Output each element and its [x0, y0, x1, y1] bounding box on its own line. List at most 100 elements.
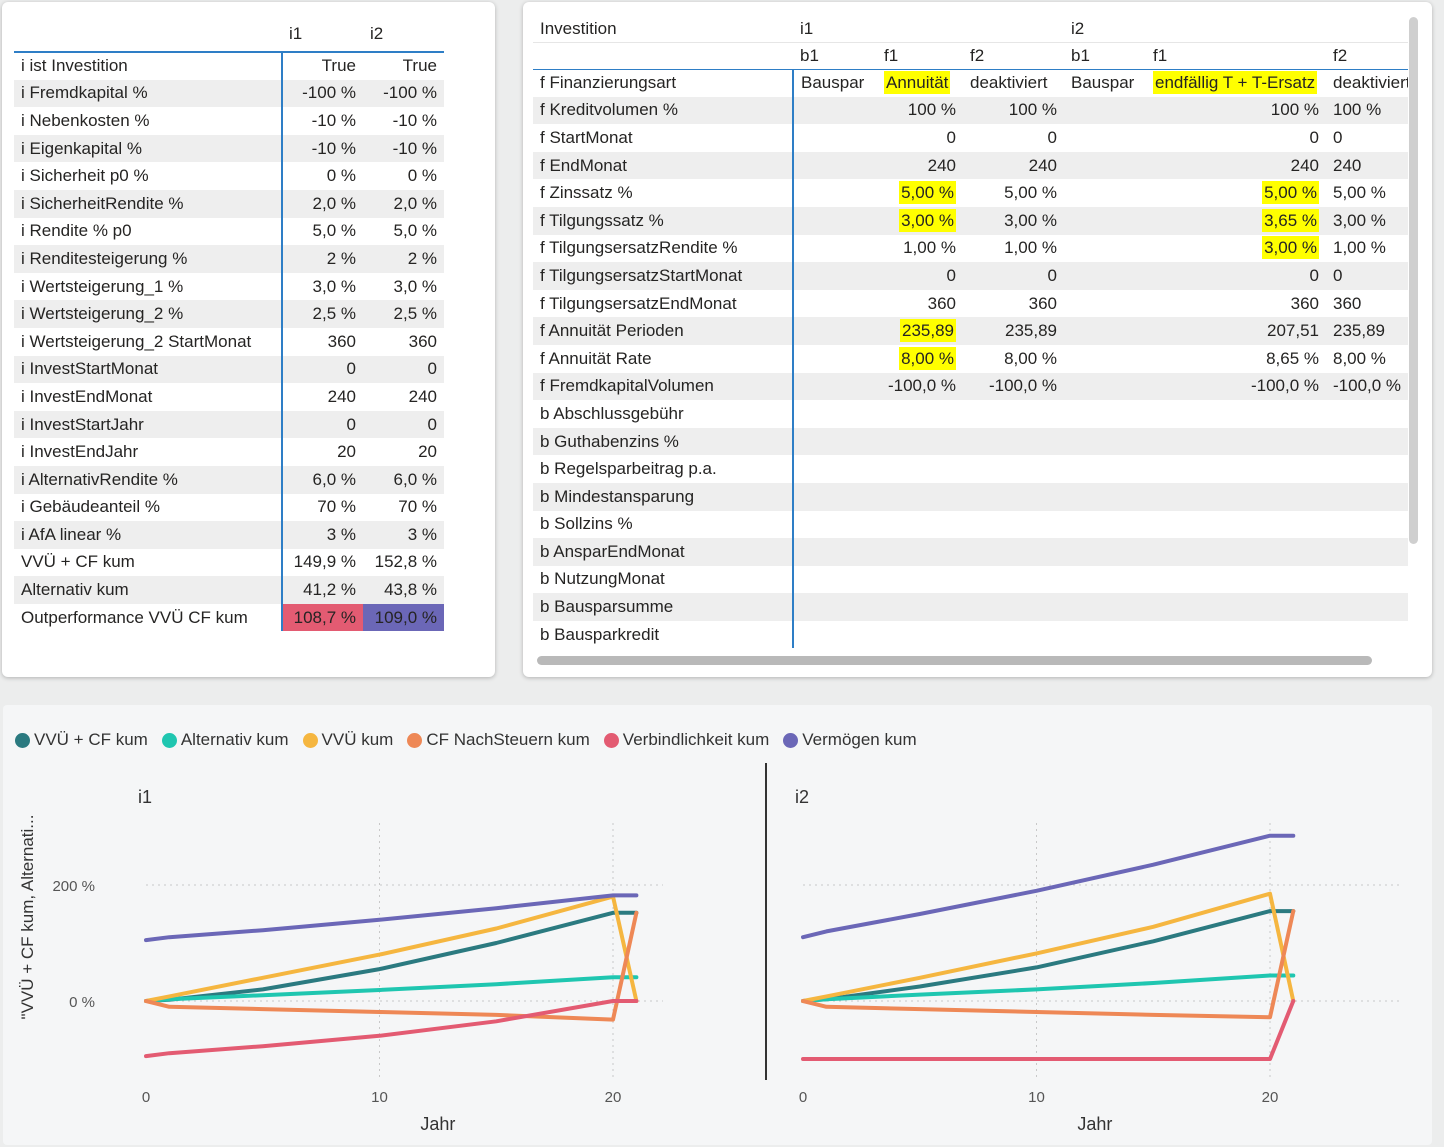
cell-i2: 3,0 %: [393, 276, 437, 296]
matrix-cell: 5,00 %: [1004, 183, 1057, 203]
matrix-cell: -100,0 %: [877, 372, 963, 401]
matrix-cell: [877, 482, 963, 511]
subcolumn-header-f2[interactable]: f2: [1326, 42, 1408, 70]
matrix-cell: 0: [1326, 262, 1408, 290]
subcolumn-header-f1[interactable]: f1: [877, 42, 963, 70]
column-header-i2[interactable]: i2: [363, 16, 444, 53]
row-label: f StartMonat: [533, 124, 794, 152]
matrix-cell: 1,00 %: [903, 238, 956, 258]
matrix-cell: [1064, 345, 1146, 373]
table-row: b Guthabenzins %: [533, 427, 1408, 456]
x-axis-title: Jahr: [1077, 1114, 1112, 1134]
table-row: b Bausparkredit: [533, 620, 1408, 649]
legend-item[interactable]: Verbindlichkeit kum: [603, 730, 770, 750]
x-tick-label: 10: [371, 1089, 388, 1106]
legend-item[interactable]: CF NachSteuern kum: [407, 730, 590, 750]
cell-i1: 2 %: [282, 245, 363, 273]
matrix-cell: 1,00 %: [1333, 238, 1386, 258]
matrix-cell: [877, 511, 963, 539]
series-line-cf-nachsteuern-kum-i2[interactable]: [801, 909, 1296, 1020]
matrix-cell: 235,89: [1326, 317, 1408, 345]
row-label: b NutzungMonat: [533, 565, 794, 594]
series-line-verm-gen-kum-i1[interactable]: [144, 893, 639, 943]
table-row: i Wertsteigerung_2 StartMonat 360 360: [14, 327, 444, 356]
series-line-verm-gen-kum-i2[interactable]: [801, 833, 1296, 940]
series-line-vv-kum-i1[interactable]: [144, 894, 639, 1003]
legend-marker: [302, 732, 318, 748]
row-label: f Tilgungssatz %: [533, 206, 794, 235]
matrix-cell: [1064, 400, 1146, 428]
matrix-cell: 240: [963, 151, 1064, 180]
row-label: i SicherheitRendite %: [14, 189, 283, 218]
cell-i1: 6,0 %: [282, 465, 363, 494]
cell-i2: -100 %: [363, 79, 444, 108]
series-line-verbindlichkeit-kum-i2[interactable]: [801, 999, 1296, 1061]
matrix-cell: [1064, 372, 1146, 401]
matrix-cell: [1146, 482, 1326, 511]
row-label: i Sicherheit p0 %: [14, 162, 283, 190]
cell-i2: -10 %: [392, 110, 437, 130]
subcolumn-header-b1[interactable]: b1: [793, 42, 877, 70]
table-row: b Abschlussgebühr: [533, 400, 1408, 428]
legend-label: Verbindlichkeit kum: [622, 730, 770, 749]
matrix-cell: [1064, 290, 1146, 318]
table-row: i InvestEndJahr 20 20: [14, 438, 444, 466]
table-row: Outperformance VVÜ CF kum 108,7 % 109,0 %: [14, 603, 444, 632]
matrix-cell: 360: [1290, 293, 1319, 313]
group-header-i2[interactable]: i2: [1064, 16, 1408, 43]
vertical-scrollbar[interactable]: [1409, 17, 1418, 544]
matrix-cell: [793, 151, 877, 180]
legend-marker: [783, 732, 799, 748]
table-row: i InvestStartMonat 0 0: [14, 355, 444, 384]
group-header-i1[interactable]: i1: [793, 16, 1064, 43]
matrix-cell: [793, 372, 877, 401]
series-line-cf-nachsteuern-kum-i1[interactable]: [144, 910, 639, 1022]
matrix-cell: 235,89: [963, 317, 1064, 345]
cell-i1: -10 %: [282, 134, 363, 163]
matrix-cell: 5,00 %: [1146, 179, 1326, 207]
table-row: Alternativ kum 41,2 % 43,8 %: [14, 576, 444, 604]
matrix-cell: 0: [1309, 127, 1319, 147]
matrix-cell: [793, 621, 877, 649]
legend-item[interactable]: Alternativ kum: [161, 730, 289, 750]
matrix-cell: 0: [946, 127, 956, 147]
table-row: b Regelsparbeitrag p.a.: [533, 455, 1408, 483]
table-row: VVÜ + CF kum 149,9 % 152,8 %: [14, 548, 444, 577]
matrix-cell: 8,00 %: [877, 345, 963, 373]
matrix-cell: [877, 427, 963, 456]
row-label: i Rendite % p0: [14, 217, 283, 246]
series-line-verbindlichkeit-kum-i1[interactable]: [144, 999, 639, 1059]
matrix-cell: [877, 538, 963, 566]
row-label: i InvestStartMonat: [14, 355, 283, 384]
matrix-cell: 100 %: [877, 96, 963, 125]
legend-item[interactable]: VVÜ kum: [302, 730, 393, 750]
table-row: b AnsparEndMonat: [533, 538, 1408, 566]
matrix-cell: [1064, 482, 1146, 511]
row-label: b Bausparsumme: [533, 593, 794, 621]
series-line-vv-kum-i2[interactable]: [801, 891, 1296, 1003]
matrix-cell: [1064, 151, 1146, 180]
table-row: b Sollzins %: [533, 510, 1408, 539]
series-line-alternativ-kum-i1[interactable]: [144, 975, 639, 1003]
subcolumn-header-f1[interactable]: f1: [1146, 42, 1326, 70]
cell-i1: -100 %: [282, 79, 363, 108]
column-header-i1[interactable]: i1: [282, 16, 363, 53]
cell-i2: 70 %: [398, 497, 437, 517]
legend-item[interactable]: Vermögen kum: [783, 730, 917, 750]
legend-marker: [15, 732, 30, 748]
header-row: i1 i2: [14, 16, 444, 53]
table-row: f EndMonat 240 240 240 240: [533, 151, 1408, 180]
table-row: f Annuität Perioden 235,89 235,89 207,51 235…: [533, 317, 1408, 345]
table-row: b Bausparsumme: [533, 593, 1408, 621]
subcolumn-header-f2[interactable]: f2: [963, 42, 1064, 70]
row-label: f Annuität Perioden: [533, 317, 794, 345]
matrix-cell: [793, 262, 877, 290]
matrix-cell: [1064, 317, 1146, 345]
legend-item[interactable]: VVÜ + CF kum: [15, 730, 148, 750]
matrix-cell: [877, 455, 963, 483]
matrix-cell: 100 %: [1326, 96, 1408, 125]
series-line-alternativ-kum-i2[interactable]: [801, 973, 1296, 1003]
subcolumn-header-b1[interactable]: b1: [1064, 42, 1146, 70]
matrix-cell: [963, 538, 1064, 566]
horizontal-scrollbar[interactable]: [537, 656, 1372, 665]
